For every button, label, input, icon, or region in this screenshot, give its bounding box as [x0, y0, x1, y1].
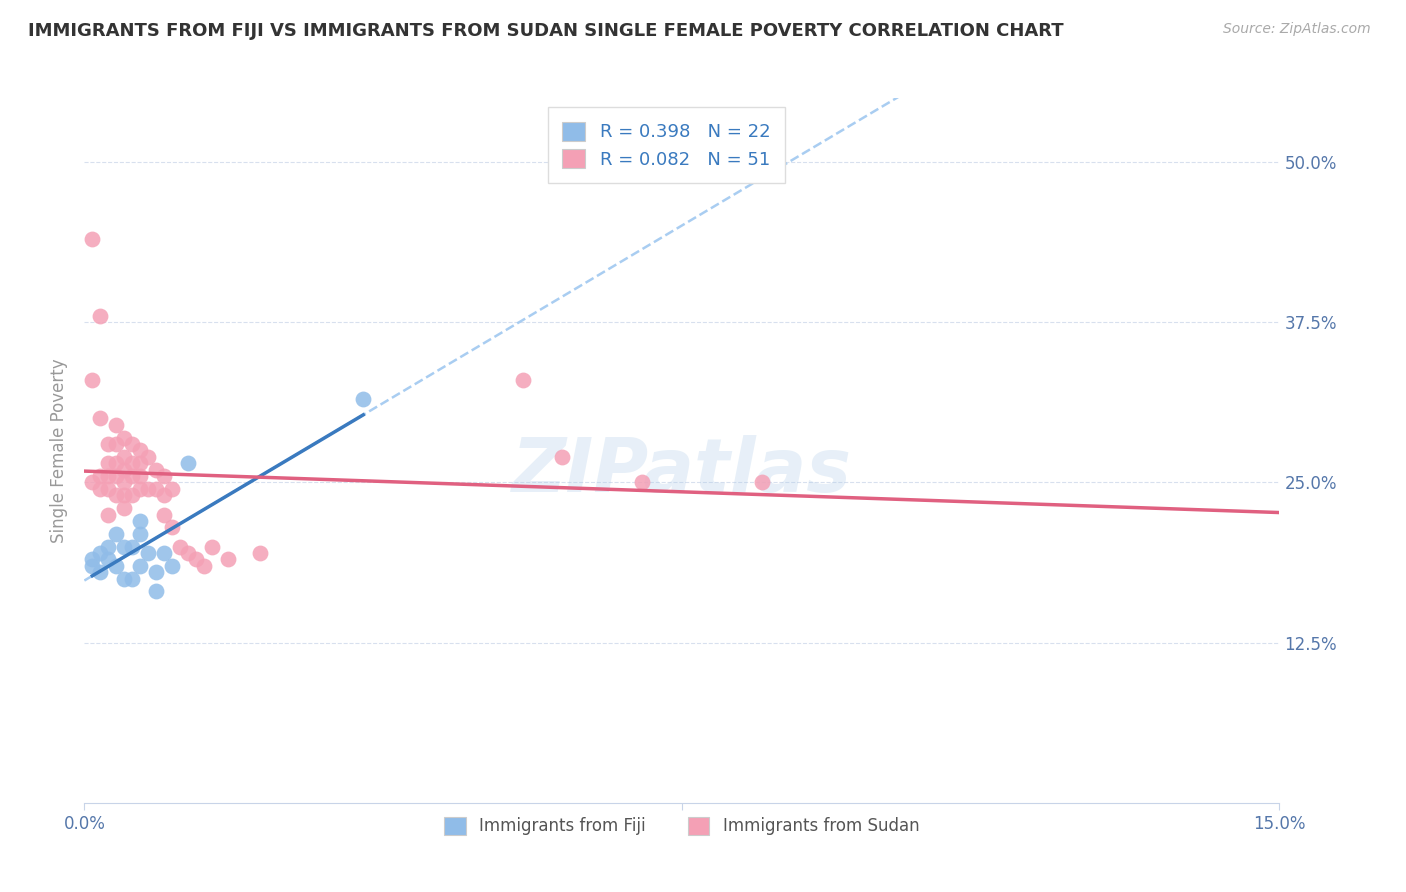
Point: [121, 488, 143, 502]
Point: [121, 469, 143, 483]
Point: [82, 558, 104, 573]
Point: [121, 572, 143, 586]
Point: [145, 565, 167, 579]
Point: [129, 482, 152, 496]
Point: [112, 572, 135, 586]
Point: [121, 437, 143, 451]
Point: [112, 475, 135, 490]
Point: [145, 463, 167, 477]
Point: [217, 552, 239, 566]
Point: [112, 488, 135, 502]
Point: [89, 469, 111, 483]
Point: [105, 437, 128, 451]
Point: [89, 309, 111, 323]
Point: [177, 456, 200, 470]
Point: [153, 469, 176, 483]
Text: Source: ZipAtlas.com: Source: ZipAtlas.com: [1223, 22, 1371, 37]
Point: [82, 552, 104, 566]
Point: [112, 540, 135, 554]
Point: [551, 450, 574, 464]
Point: [145, 482, 167, 496]
Point: [249, 546, 271, 560]
Point: [97, 437, 120, 451]
Point: [97, 482, 120, 496]
Point: [153, 508, 176, 522]
Point: [105, 558, 128, 573]
Point: [105, 469, 128, 483]
Point: [129, 443, 152, 458]
Y-axis label: Single Female Poverty: Single Female Poverty: [49, 359, 67, 542]
Point: [97, 469, 120, 483]
Point: [97, 540, 120, 554]
Point: [105, 456, 128, 470]
Point: [89, 482, 111, 496]
Point: [97, 552, 120, 566]
Point: [512, 373, 534, 387]
Point: [136, 482, 159, 496]
Point: [160, 520, 183, 534]
Point: [121, 540, 143, 554]
Point: [193, 558, 215, 573]
Point: [153, 488, 176, 502]
Point: [184, 552, 207, 566]
Point: [89, 411, 111, 425]
Point: [136, 546, 159, 560]
Point: [129, 469, 152, 483]
Point: [160, 558, 183, 573]
Text: ZIPatlas: ZIPatlas: [512, 435, 852, 508]
Point: [82, 232, 104, 246]
Text: IMMIGRANTS FROM FIJI VS IMMIGRANTS FROM SUDAN SINGLE FEMALE POVERTY CORRELATION : IMMIGRANTS FROM FIJI VS IMMIGRANTS FROM …: [28, 22, 1064, 40]
Point: [352, 392, 374, 407]
Point: [82, 373, 104, 387]
Point: [751, 475, 773, 490]
Point: [105, 488, 128, 502]
Point: [97, 508, 120, 522]
Point: [105, 526, 128, 541]
Point: [153, 546, 176, 560]
Point: [97, 456, 120, 470]
Point: [129, 558, 152, 573]
Point: [121, 456, 143, 470]
Point: [631, 475, 654, 490]
Point: [201, 540, 224, 554]
Point: [129, 514, 152, 528]
Point: [129, 456, 152, 470]
Point: [112, 431, 135, 445]
Point: [177, 546, 200, 560]
Point: [112, 501, 135, 516]
Legend: Immigrants from Fiji, Immigrants from Sudan: Immigrants from Fiji, Immigrants from Su…: [436, 808, 928, 844]
Point: [145, 584, 167, 599]
Point: [169, 540, 191, 554]
Point: [82, 475, 104, 490]
Point: [129, 526, 152, 541]
Point: [136, 450, 159, 464]
Point: [112, 450, 135, 464]
Point: [89, 546, 111, 560]
Point: [89, 565, 111, 579]
Point: [105, 417, 128, 432]
Point: [112, 463, 135, 477]
Point: [160, 482, 183, 496]
